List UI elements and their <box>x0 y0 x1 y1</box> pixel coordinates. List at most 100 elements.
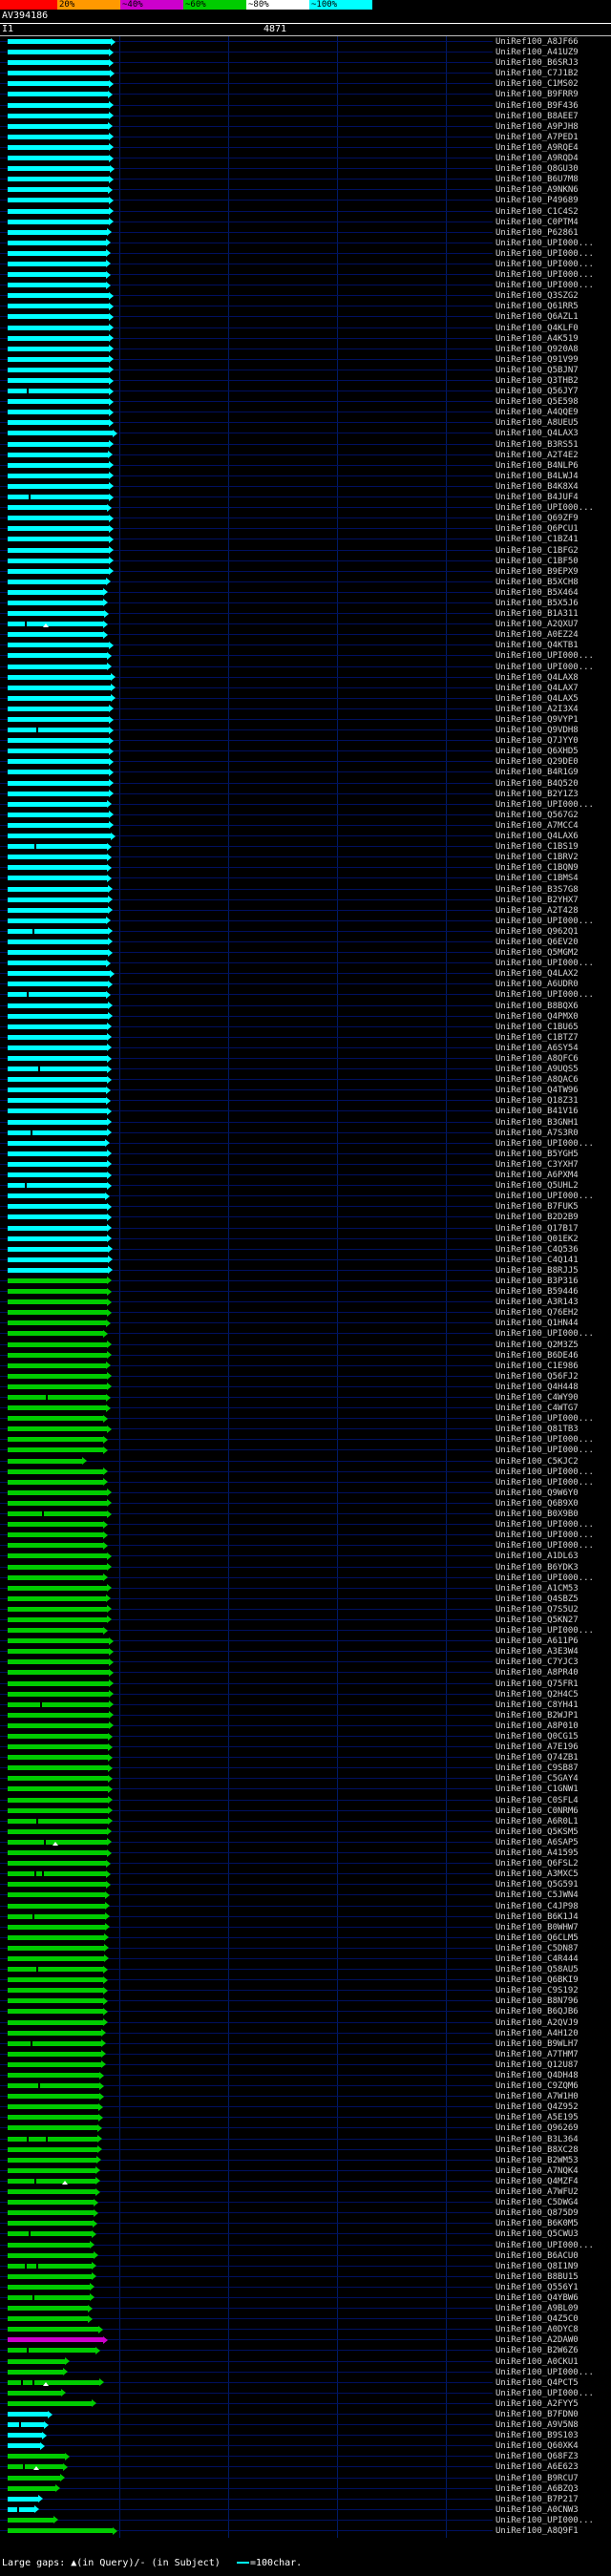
hit-bar[interactable] <box>8 250 106 256</box>
hit-label[interactable]: UniRef100_Q920A8 <box>495 344 579 354</box>
hit-label[interactable]: UniRef100_B5XCH8 <box>495 577 579 587</box>
hit-label[interactable]: UniRef100_C1BZ41 <box>495 535 579 545</box>
hit-bar[interactable] <box>8 1945 104 1951</box>
hit-label[interactable]: UniRef100_A1DL63 <box>495 1552 579 1562</box>
hit-bar[interactable] <box>8 2242 90 2248</box>
hit-bar[interactable] <box>8 113 109 118</box>
hit-bar[interactable] <box>8 367 109 372</box>
hit-label[interactable]: UniRef100_B6DE46 <box>495 1350 579 1361</box>
hit-bar[interactable] <box>8 1807 108 1813</box>
hit-label[interactable]: UniRef100_UPI000... <box>495 238 594 248</box>
hit-label[interactable]: UniRef100_B5YGH5 <box>495 1149 579 1159</box>
hit-bar[interactable] <box>8 759 109 765</box>
hit-label[interactable]: UniRef100_Q01EK2 <box>495 1234 579 1244</box>
hit-label[interactable]: UniRef100_Q12U87 <box>495 2059 579 2070</box>
hit-label[interactable]: UniRef100_A7E196 <box>495 1742 579 1753</box>
hit-bar[interactable] <box>8 441 109 447</box>
hit-bar[interactable] <box>8 1373 107 1379</box>
hit-label[interactable]: UniRef100_B7FUK5 <box>495 1202 579 1213</box>
hit-label[interactable]: UniRef100_A2DAW0 <box>495 2335 579 2346</box>
hit-label[interactable]: UniRef100_B8BQX6 <box>495 1001 579 1011</box>
hit-label[interactable]: UniRef100_A6SY54 <box>495 1043 579 1053</box>
hit-bar[interactable] <box>8 2157 96 2163</box>
hit-label[interactable]: UniRef100_Q7S5U2 <box>495 1604 579 1615</box>
hit-label[interactable]: UniRef100_Q0CG15 <box>495 1732 579 1742</box>
hit-label[interactable]: UniRef100_UPI000... <box>495 959 594 969</box>
hit-label[interactable]: UniRef100_Q4LAX6 <box>495 832 579 842</box>
hit-label[interactable]: UniRef100_C5KJC2 <box>495 1456 579 1467</box>
hit-label[interactable]: UniRef100_B4NLP6 <box>495 460 579 471</box>
hit-bar[interactable] <box>8 589 103 595</box>
hit-bar[interactable] <box>8 865 107 871</box>
hit-bar[interactable] <box>8 1871 106 1877</box>
hit-label[interactable]: UniRef100_B3P316 <box>495 1276 579 1286</box>
hit-label[interactable]: UniRef100_A9PJH8 <box>495 121 579 132</box>
hit-label[interactable]: UniRef100_Q61RR5 <box>495 302 579 312</box>
hit-label[interactable]: UniRef100_Q556Y1 <box>495 2282 579 2292</box>
hit-label[interactable]: UniRef100_B59446 <box>495 1287 579 1298</box>
hit-bar[interactable] <box>8 918 106 923</box>
hit-bar[interactable] <box>8 1977 103 1983</box>
hit-label[interactable]: UniRef100_UPI000... <box>495 2515 594 2525</box>
hit-label[interactable]: UniRef100_Q4Z952 <box>495 2102 579 2113</box>
hit-bar[interactable] <box>8 1140 105 1146</box>
hit-label[interactable]: UniRef100_B2YHX7 <box>495 895 579 905</box>
hit-bar[interactable] <box>8 1955 104 1961</box>
hit-bar[interactable] <box>8 2294 90 2300</box>
hit-label[interactable]: UniRef100_Q4LAX2 <box>495 969 579 980</box>
hit-label[interactable]: UniRef100_UPI000... <box>495 2240 594 2250</box>
hit-label[interactable]: UniRef100_C4Q536 <box>495 1244 579 1255</box>
hit-bar[interactable] <box>8 1712 109 1718</box>
hit-bar[interactable] <box>8 1013 108 1019</box>
hit-bar[interactable] <box>8 1256 108 1262</box>
hit-label[interactable]: UniRef100_C1GNW1 <box>495 1784 579 1795</box>
hit-label[interactable]: UniRef100_B4R1G9 <box>495 768 579 778</box>
hit-bar[interactable] <box>8 1574 103 1580</box>
hit-label[interactable]: UniRef100_A0EZ24 <box>495 630 579 641</box>
hit-label[interactable]: UniRef100_A9V5N8 <box>495 2420 579 2431</box>
hit-label[interactable]: UniRef100_Q68FZ3 <box>495 2452 579 2462</box>
hit-label[interactable]: UniRef100_C4R444 <box>495 1953 579 1964</box>
hit-bar[interactable] <box>8 822 109 828</box>
hit-bar[interactable] <box>8 2125 97 2131</box>
hit-bar[interactable] <box>8 2517 53 2523</box>
hit-label[interactable]: UniRef100_C1BF50 <box>495 556 579 566</box>
hit-bar[interactable] <box>8 1680 109 1686</box>
hit-label[interactable]: UniRef100_B4Q520 <box>495 778 579 789</box>
hit-label[interactable]: UniRef100_UPI000... <box>495 916 594 926</box>
hit-bar[interactable] <box>8 2348 95 2354</box>
hit-bar[interactable] <box>8 812 109 817</box>
hit-bar[interactable] <box>8 749 109 754</box>
hit-bar[interactable] <box>8 1765 108 1771</box>
hit-bar[interactable] <box>8 685 111 690</box>
hit-bar[interactable] <box>8 1416 103 1422</box>
hit-bar[interactable] <box>8 1098 106 1104</box>
hit-label[interactable]: UniRef100_B8XC28 <box>495 2144 579 2155</box>
hit-bar[interactable] <box>8 950 108 956</box>
hit-bar[interactable] <box>8 1331 103 1337</box>
hit-label[interactable]: UniRef100_Q4LAX7 <box>495 683 579 693</box>
hit-bar[interactable] <box>8 1024 107 1029</box>
hit-label[interactable]: UniRef100_UPI000... <box>495 270 594 281</box>
hit-bar[interactable] <box>8 2189 95 2195</box>
hit-label[interactable]: UniRef100_Q6CLM5 <box>495 1932 579 1943</box>
hit-bar[interactable] <box>8 2210 94 2216</box>
hit-bar[interactable] <box>8 2316 88 2322</box>
hit-label[interactable]: UniRef100_Q76EH2 <box>495 1308 579 1319</box>
hit-label[interactable]: UniRef100_A7NQK4 <box>495 2165 579 2176</box>
hit-label[interactable]: UniRef100_Q6BKI9 <box>495 1975 579 1986</box>
hit-label[interactable]: UniRef100_B2W6Z6 <box>495 2346 579 2356</box>
hit-bar[interactable] <box>8 1172 107 1178</box>
hit-bar[interactable] <box>8 791 109 796</box>
hit-label[interactable]: UniRef100_Q74ZB1 <box>495 1753 579 1763</box>
hit-bar[interactable] <box>8 1595 106 1601</box>
hit-bar[interactable] <box>8 431 113 436</box>
hit-bar[interactable] <box>8 314 109 320</box>
hit-bar[interactable] <box>8 770 109 775</box>
hit-bar[interactable] <box>8 1616 107 1622</box>
hit-bar[interactable] <box>8 2379 99 2385</box>
hit-label[interactable]: UniRef100_Q6PCU1 <box>495 524 579 535</box>
hit-label[interactable]: UniRef100_C5JWN4 <box>495 1890 579 1901</box>
hit-label[interactable]: UniRef100_Q5E598 <box>495 397 579 408</box>
hit-label[interactable]: UniRef100_Q5G591 <box>495 1880 579 1890</box>
